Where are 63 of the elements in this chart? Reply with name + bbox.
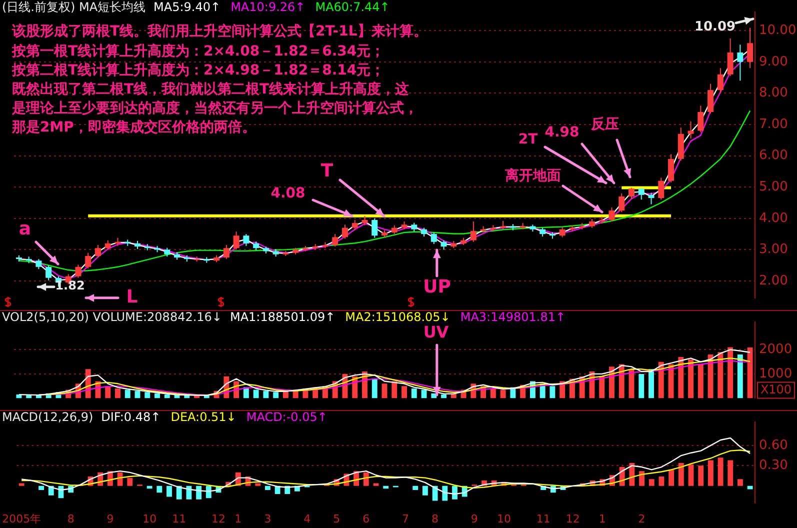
annotation: MACD:-0.05↑ xyxy=(246,410,328,424)
y-tick-label: 9.00 xyxy=(759,54,788,70)
x-tick-label: 1 xyxy=(598,512,606,526)
text: MA3:149801.81↑ xyxy=(460,310,566,324)
x-tick-label: 7 xyxy=(402,512,410,526)
x-tick-label: 1 xyxy=(234,512,242,526)
x-tick-label: 8 xyxy=(67,512,74,526)
y-tick-label: 0.60 xyxy=(759,438,788,453)
x-tick-label: 12 xyxy=(211,512,226,526)
text: DEA:0.51↓ xyxy=(170,410,236,424)
chart-subtitle: (日线.前复权) MA短长均线 xyxy=(2,0,146,14)
annotation: 离开地面 xyxy=(504,166,561,184)
annotation: 既然出现了第二根T线，我们就以第二根T线来计算上升高度，这 xyxy=(12,80,410,98)
annotation: 4.08 xyxy=(270,186,306,202)
annotation: 那是2MP，即密集成交区价格的两倍。 xyxy=(11,118,256,136)
x-tick-label: 4 xyxy=(304,512,311,526)
annotation: L xyxy=(126,286,138,308)
annotation: 按第一根T线计算上升高度为：2×4.08－1.82＝6.34元； xyxy=(11,42,385,60)
y-tick-label: 5.00 xyxy=(759,179,788,194)
annotation: 按第二根T线计算上升高度为：2×4.98－1.82＝8.14元； xyxy=(11,62,385,79)
chart-subtitle: VOL2(5,10,20) VOLUME:208842.16↓ xyxy=(2,310,222,324)
annotation: 4.98 xyxy=(544,124,580,141)
text: MA5:9.40↑ xyxy=(154,0,221,14)
x-tick-label: 10 xyxy=(496,512,511,526)
y-tick-label: 2000 xyxy=(759,342,792,358)
x-tick-label: 6 xyxy=(362,512,370,526)
x-tick-label: 10 xyxy=(142,512,157,526)
y-tick-label: 0.30 xyxy=(759,458,788,474)
text: MA60:7.44↑ xyxy=(315,0,390,14)
annotation: 是理论上至少要到达的高度，当然还有另一个上升空间计算公式， xyxy=(11,100,418,117)
x-tick-label: 11 xyxy=(172,512,186,526)
annotation: a xyxy=(18,218,32,240)
x-tick-label: 12 xyxy=(566,512,580,526)
x-tick-label: 2005年 xyxy=(2,512,42,526)
annotation: 1.82 xyxy=(55,278,85,293)
y-tick-label: 10.00 xyxy=(759,22,796,38)
y-tick-label: 3.00 xyxy=(759,242,788,258)
x-tick-label: 5 xyxy=(333,512,340,526)
text: MA1:188501.09↑ xyxy=(230,310,336,324)
y-tick-label: 1000 xyxy=(759,366,792,382)
y-tick-label: 6.00 xyxy=(759,148,788,164)
y-axis-title: X100 xyxy=(760,382,792,396)
x-tick-label: 3 xyxy=(264,512,272,526)
annotation: 反压 xyxy=(590,116,619,133)
x-tick-label: 2 xyxy=(638,512,646,526)
y-tick-label: 4.00 xyxy=(759,210,788,226)
annotation: UP xyxy=(423,276,451,298)
x-tick-label: 11 xyxy=(536,512,550,526)
text: MA2:151068.05↓ xyxy=(345,310,450,324)
annotation: 10.09 xyxy=(694,19,736,34)
x-tick-label: 9 xyxy=(470,512,478,526)
text: MA10:9.26↑ xyxy=(230,0,306,14)
y-tick-label: 8.00 xyxy=(759,86,788,101)
annotation: 该股形成了两根T线。我们用上升空间计算公式【2T-1L】来计算。 xyxy=(11,22,428,40)
annotation: UV xyxy=(423,322,450,342)
annotation: 2T xyxy=(518,132,538,148)
y-tick-label: 7.00 xyxy=(759,116,788,132)
annotation: T xyxy=(320,160,334,182)
text: DIF:0.48↑ xyxy=(101,410,161,424)
x-tick-label: 8 xyxy=(432,512,439,526)
y-tick-label: 2.00 xyxy=(759,273,788,288)
x-tick-label: 9 xyxy=(106,512,114,526)
chart-subtitle: MACD(12,26,9) xyxy=(2,410,94,424)
